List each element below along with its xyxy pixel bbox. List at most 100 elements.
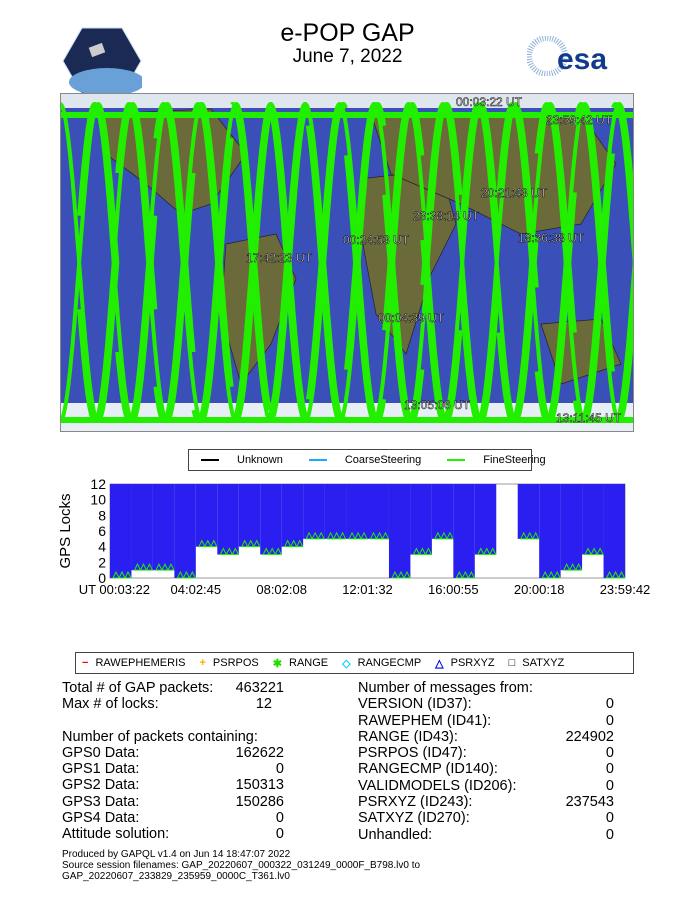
- message-label: RANGECMP (ID140):: [358, 761, 498, 778]
- psrxyz-marker: [455, 570, 464, 579]
- stat-label: Attitude solution:: [62, 826, 170, 843]
- gps-locks-chart: 0 2 4 6 8 10 12 UT 00:03:22 04:02:45 08:02:08 12:0…: [40, 476, 660, 598]
- psrxyz-marker: [403, 570, 411, 579]
- psrxyz-marker: [332, 531, 341, 540]
- steering-mode-legend: Unknown CoarseSteering FineSteering: [188, 449, 546, 471]
- legend-item: + PSRPOS: [193, 657, 258, 669]
- locks-bar: [453, 484, 475, 578]
- containing-label: Number of packets containing:: [62, 728, 258, 745]
- legend-symbol-icon: □: [508, 657, 516, 669]
- page-title: e-POP GAP: [280, 19, 415, 47]
- psrxyz-marker: [182, 570, 191, 579]
- stat-label: GPS1 Data:: [62, 761, 140, 778]
- psrxyz-marker: [338, 531, 347, 540]
- stat-value: 0: [275, 810, 284, 827]
- source-files-2: GAP_20220607_233829_235959_0000C_T361.lv…: [62, 871, 290, 882]
- y-tick-label: 0: [98, 570, 106, 586]
- y-tick-label: 6: [98, 523, 106, 539]
- legend-label: RANGE: [289, 657, 329, 669]
- psrxyz-marker: [461, 570, 470, 579]
- psrxyz-marker: [482, 547, 491, 555]
- psrxyz-marker: [476, 547, 485, 555]
- psrxyz-marker: [167, 563, 175, 571]
- psrxyz-marker: [139, 563, 148, 571]
- ground-track: [267, 102, 348, 423]
- locks-bar: [474, 484, 497, 555]
- psrxyz-marker: [424, 547, 433, 555]
- psrxyz-marker: [360, 531, 368, 540]
- locks-bar: [303, 484, 325, 539]
- psrxyz-marker: [531, 531, 540, 540]
- time-label: 23:38:14 UT: [413, 209, 480, 223]
- x-tick-label: 16:00:55: [428, 582, 479, 597]
- stat-value: 150313: [235, 777, 284, 794]
- message-value: 0: [605, 696, 614, 713]
- locks-bar: [131, 484, 153, 571]
- legend-symbol-icon: ◇: [342, 657, 351, 670]
- psrxyz-marker: [525, 531, 534, 540]
- psrxyz-marker: [252, 539, 261, 548]
- psrxyz-marker: [268, 547, 277, 555]
- x-tick-label: 23:59:42: [600, 582, 651, 597]
- legend-item-fine: FineSteering: [435, 454, 546, 466]
- legend-symbol-icon: ✱: [272, 657, 282, 670]
- psrxyz-marker: [519, 531, 528, 540]
- stat-label: GPS2 Data:: [62, 777, 140, 794]
- psrxyz-marker: [375, 531, 384, 540]
- legend-label: CoarseSteering: [344, 454, 422, 466]
- packet-stats: Total # of GAP packets: 463221 Max # of l…: [62, 680, 292, 843]
- psrxyz-marker: [467, 570, 476, 579]
- locks-bar: [238, 484, 261, 547]
- message-value: 0: [605, 745, 614, 762]
- locks-bar: [410, 484, 432, 555]
- y-tick-label: 8: [98, 507, 106, 523]
- stat-row: Attitude solution: 0: [62, 826, 292, 842]
- y-tick-label: 2: [98, 554, 106, 570]
- stat-value: 0: [275, 761, 284, 778]
- psrxyz-marker: [488, 547, 497, 555]
- legend-label: Unknown: [237, 454, 283, 466]
- psrxyz-marker: [369, 531, 378, 540]
- psrxyz-marker: [262, 547, 271, 555]
- time-label: 17:42:23 UT: [246, 251, 313, 265]
- locks-bar: [517, 484, 540, 539]
- psrxyz-marker: [246, 539, 255, 548]
- psrxyz-marker: [381, 531, 390, 540]
- message-row: SATXYZ (ID270): 0: [358, 810, 614, 826]
- ground-track: [230, 102, 310, 423]
- psrxyz-marker: [326, 531, 335, 540]
- stat-row: GPS2 Data: 150313: [62, 777, 292, 793]
- psrxyz-marker: [274, 547, 283, 555]
- locks-bar: [388, 484, 411, 578]
- legend-item-coarse: CoarseSteering: [297, 454, 421, 466]
- ground-track: [458, 101, 539, 424]
- message-row: VALIDMODELS (ID206): 0: [358, 778, 614, 794]
- psrxyz-marker: [418, 547, 427, 555]
- message-row: RANGE (ID43): 224902: [358, 729, 614, 745]
- legend-symbol-icon: +: [199, 657, 206, 669]
- psrxyz-marker: [311, 531, 319, 540]
- ground-track: [77, 102, 158, 423]
- legend-item: ✱ RANGE: [267, 657, 328, 670]
- legend-item: △ PSRXYZ: [429, 657, 494, 670]
- ground-track: [496, 102, 577, 423]
- y-axis-label: GPS Locks: [57, 493, 74, 568]
- message-value: 237543: [565, 794, 614, 811]
- psrxyz-marker: [584, 547, 592, 555]
- psrxyz-marker: [305, 531, 313, 540]
- psrxyz-marker: [198, 539, 206, 548]
- message-row: PSRXYZ (ID243): 237543: [358, 794, 614, 810]
- psrxyz-marker: [391, 570, 399, 579]
- psrxyz-marker: [225, 547, 234, 555]
- psrxyz-marker: [176, 570, 185, 579]
- locks-bar: [346, 484, 368, 539]
- ground-track-top: [61, 112, 633, 118]
- legend-label: RANGECMP: [357, 657, 422, 669]
- ground-track: [534, 101, 615, 424]
- total-value: 463221: [235, 680, 284, 696]
- stat-value: 0: [275, 826, 284, 843]
- legend-label: FineSteering: [483, 454, 546, 466]
- time-label: 00:04:39 UT: [378, 311, 445, 325]
- locks-bar: [431, 484, 454, 539]
